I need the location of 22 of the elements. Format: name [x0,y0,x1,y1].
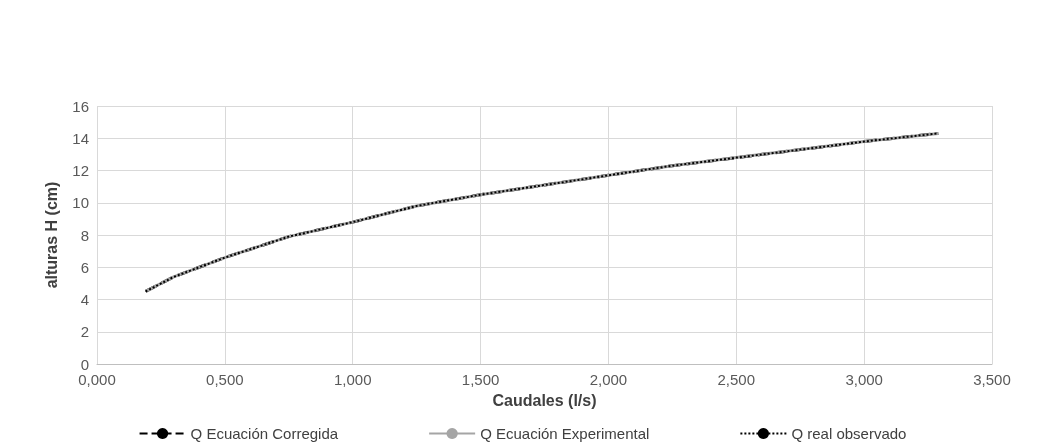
y-tick-label: 6 [80,258,89,276]
y-tick-label: 10 [72,194,89,212]
y-tick-label: 14 [72,129,89,147]
legend-label: Q real observado [791,425,907,442]
x-tick-label: 1,000 [333,371,372,388]
x-axis-title: Caudales (l/s) [492,391,597,409]
y-tick-label: 12 [72,162,89,179]
x-tick-label: 0,000 [78,371,116,388]
x-tick-label: 2,000 [589,371,628,388]
x-tick-label: 2,500 [717,371,756,388]
y-tick-label: 2 [80,323,89,341]
x-tick-label: 3,000 [845,371,883,388]
y-tick-label: 8 [80,226,89,244]
x-tick-label: 0,500 [206,371,244,388]
x-tick-label: 3,500 [973,371,1011,388]
x-tick-label: 1,500 [461,371,500,388]
y-tick-label: 4 [80,291,89,308]
y-axis-title: alturas H (cm) [42,181,60,289]
y-tick-label: 16 [72,97,89,115]
y-tick-label: 0 [80,355,89,373]
legend-label: Q Ecuación Experimental [480,425,650,442]
legend-label: Q Ecuación Corregida [190,425,339,442]
